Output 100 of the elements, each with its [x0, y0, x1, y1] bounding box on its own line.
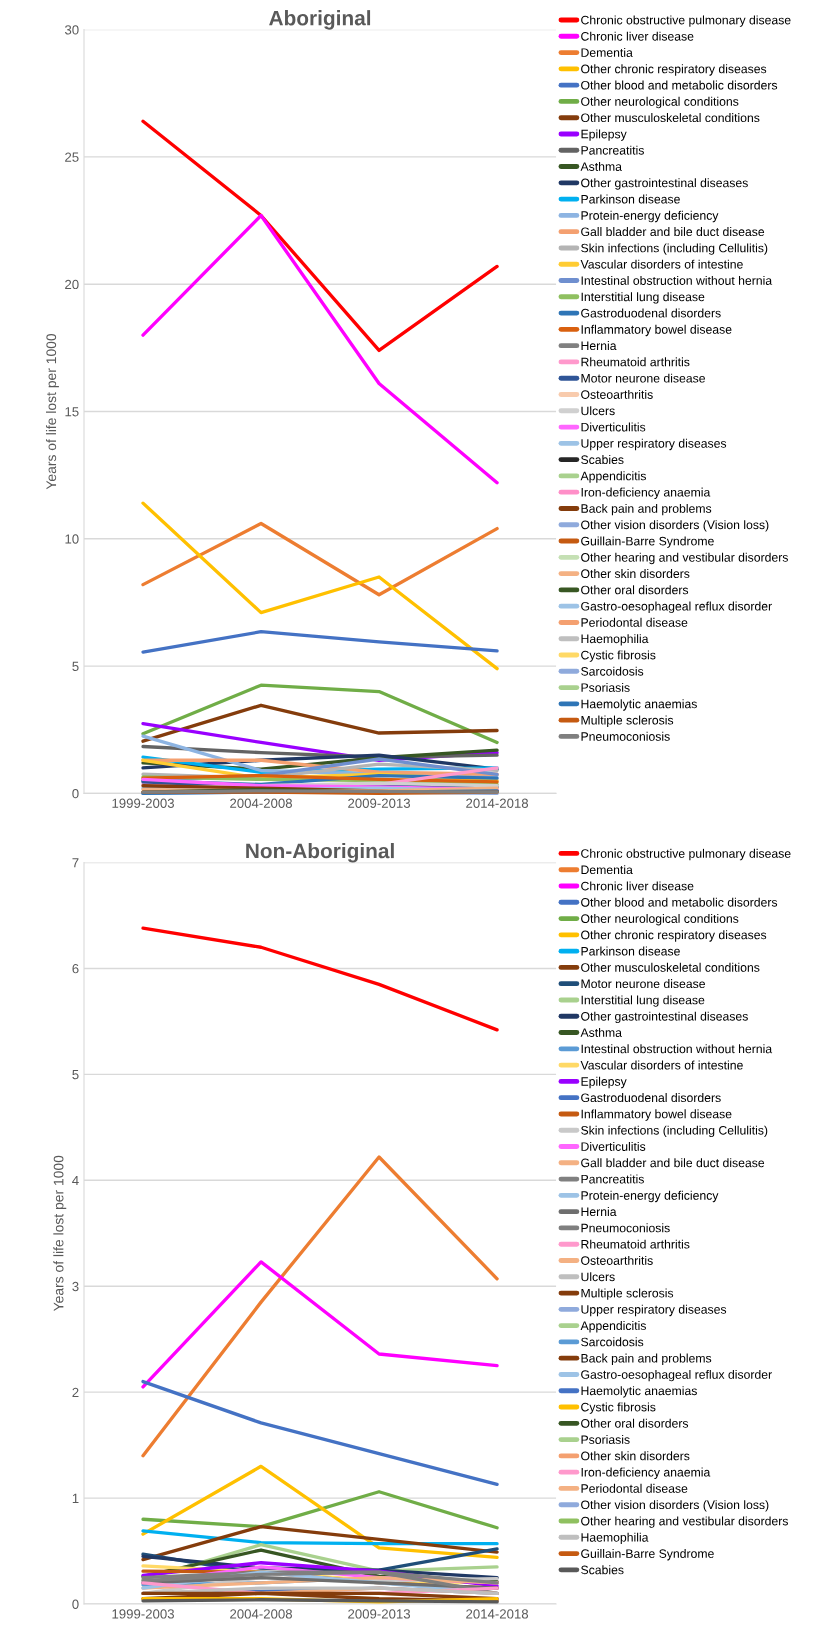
legend-label: Interstitial lung disease	[581, 292, 705, 304]
legend-label: Ulcers	[581, 406, 615, 416]
legend-label: Other gastrointestinal diseases	[581, 178, 748, 190]
legend-label: Chronic obstructive pulmonary disease	[581, 15, 791, 27]
legend-label: Haemolytic anaemias	[581, 1386, 697, 1398]
legend-label: Other oral disorders	[581, 585, 689, 595]
legend-label: Protein-energy deficiency	[581, 210, 719, 223]
y-tick-label: 1	[72, 1493, 79, 1503]
y-tick-label: 25	[65, 152, 79, 162]
legend-label: Guillain-Barre Syndrome	[581, 1548, 714, 1561]
legend-label: Dementia	[581, 865, 633, 875]
y-axis-title: Years of life lost per 1000	[53, 1155, 67, 1312]
y-tick-label: 5	[72, 661, 79, 671]
legend-label: Skin infections (including Cellulitis)	[581, 243, 768, 255]
legend-label: Gall bladder and bile duct disease	[581, 1158, 765, 1168]
legend-label: Diverticulitis	[581, 1141, 646, 1151]
legend-label: Motor neurone disease	[581, 979, 705, 989]
legend-label: Pneumoconiosis	[581, 1223, 670, 1233]
legend-label: Chronic liver disease	[581, 31, 694, 41]
legend-label: Gastro-oesophageal reflux disorder	[581, 601, 772, 613]
legend-label: Scabies	[581, 455, 624, 465]
x-tick-label: 2004-2008	[230, 798, 293, 808]
legend-label: Iron-deficiency anaemia	[581, 487, 711, 499]
x-tick-label: 2014-2018	[466, 1609, 529, 1619]
legend-label: Hernia	[581, 1207, 617, 1217]
legend-label: Asthma	[580, 1027, 622, 1037]
chart-title: Aboriginal	[269, 10, 371, 30]
legend-label: Other skin disorders	[581, 1451, 690, 1461]
legend-label: Other vision disorders (Vision loss)	[581, 1500, 769, 1512]
legend-label: Periodontal disease	[581, 617, 688, 627]
y-axis-title: Years of life lost per 1000	[45, 333, 59, 490]
legend-label: Other chronic respiratory diseases	[581, 64, 767, 76]
y-tick-label: 0	[72, 1599, 79, 1609]
legend-label: Back pain and problems	[581, 1353, 712, 1365]
legend-label: Other skin disorders	[581, 569, 690, 578]
legend-label: Motor neurone disease	[581, 373, 705, 383]
legend-label: Gall bladder and bile duct disease	[581, 227, 765, 237]
legend-label: Other blood and metabolic disorders	[581, 897, 778, 907]
legend-label: Vascular disorders of intestine	[580, 259, 743, 269]
legend-label: Haemophilia	[581, 634, 649, 646]
legend-label: Back pain and problems	[581, 503, 712, 516]
x-tick-label: 1999-2003	[112, 798, 174, 808]
legend-label: Rheumatoid arthritis	[581, 357, 690, 367]
y-tick-label: 0	[72, 788, 79, 799]
legend-label: Psoriasis	[581, 683, 630, 692]
legend-label: Sarcoidosis	[581, 666, 644, 676]
legend-label: Other musculoskeletal conditions	[581, 962, 760, 972]
legend-label: Inflammatory bowel disease	[581, 1109, 732, 1121]
legend-label: Osteoarthritis	[581, 389, 653, 399]
legend-label: Periodontal disease	[581, 1483, 688, 1493]
legend-label: Appendicitis	[580, 471, 646, 483]
legend-label: Appendicitis	[580, 1321, 646, 1333]
legend-label: Intestinal obstruction without hernia	[581, 275, 773, 285]
legend-label: Intestinal obstruction without hernia	[581, 1044, 773, 1054]
legend-label: Upper respiratory diseases	[581, 1304, 727, 1317]
legend-label: Inflammatory bowel disease	[581, 324, 732, 337]
legend-label: Haemolytic anaemias	[581, 699, 697, 711]
legend-label: Parkinson disease	[581, 194, 680, 204]
legend-label: Upper respiratory diseases	[581, 438, 727, 451]
legend-label: Psoriasis	[581, 1435, 630, 1444]
legend-label: Other musculoskeletal conditions	[581, 113, 760, 123]
legend-label: Cystic fibrosis	[581, 650, 656, 662]
legend-label: Cystic fibrosis	[581, 1402, 656, 1414]
legend-label: Ulcers	[581, 1272, 615, 1282]
legend-label: Skin infections (including Cellulitis)	[581, 1125, 768, 1138]
legend-label: Protein-energy deficiency	[581, 1190, 719, 1203]
legend-label: Interstitial lung disease	[581, 995, 705, 1007]
legend-label: Rheumatoid arthritis	[581, 1239, 690, 1249]
legend-label: Multiple sclerosis	[581, 715, 674, 727]
y-tick-label: 10	[65, 534, 79, 544]
legend-label: Chronic liver disease	[581, 881, 694, 891]
legend-label: Scabies	[581, 1565, 624, 1575]
legend-label: Pancreatitis	[581, 145, 644, 155]
y-tick-label: 20	[65, 279, 79, 290]
legend-label: Multiple sclerosis	[581, 1288, 674, 1300]
legend-label: Other vision disorders (Vision loss)	[581, 520, 769, 532]
x-tick-label: 2009-2013	[348, 798, 411, 808]
legend-label: Haemophilia	[581, 1532, 649, 1545]
legend-label: Sarcoidosis	[581, 1337, 644, 1347]
legend-label: Other neurological conditions	[581, 913, 739, 926]
y-tick-label: 3	[72, 1281, 79, 1292]
legend-label: Iron-deficiency anaemia	[581, 1467, 711, 1479]
legend-label: Other blood and metabolic disorders	[581, 80, 778, 90]
legend-label: Other gastrointestinal diseases	[581, 1011, 748, 1024]
legend-label: Other oral disorders	[581, 1418, 689, 1428]
y-tick-label: 6	[72, 964, 79, 974]
x-tick-label: 2009-2013	[348, 1609, 411, 1619]
legend-label: Hernia	[581, 341, 617, 351]
legend-label: Vascular disorders of intestine	[580, 1060, 743, 1070]
chart-title: Non-Aboriginal	[246, 842, 394, 863]
y-tick-label: 2	[72, 1387, 79, 1397]
x-tick-label: 1999-2003	[112, 1609, 174, 1619]
y-tick-label: 15	[65, 407, 79, 417]
y-tick-label: 30	[64, 25, 79, 35]
legend-label: Chronic obstructive pulmonary disease	[581, 848, 791, 861]
legend-label: Osteoarthritis	[581, 1255, 653, 1265]
legend-label: Other neurological conditions	[581, 96, 739, 109]
legend-label: Epilepsy	[581, 129, 627, 141]
legend-label: Dementia	[581, 47, 633, 57]
legend-label: Guillain-Barre Syndrome	[581, 536, 714, 548]
